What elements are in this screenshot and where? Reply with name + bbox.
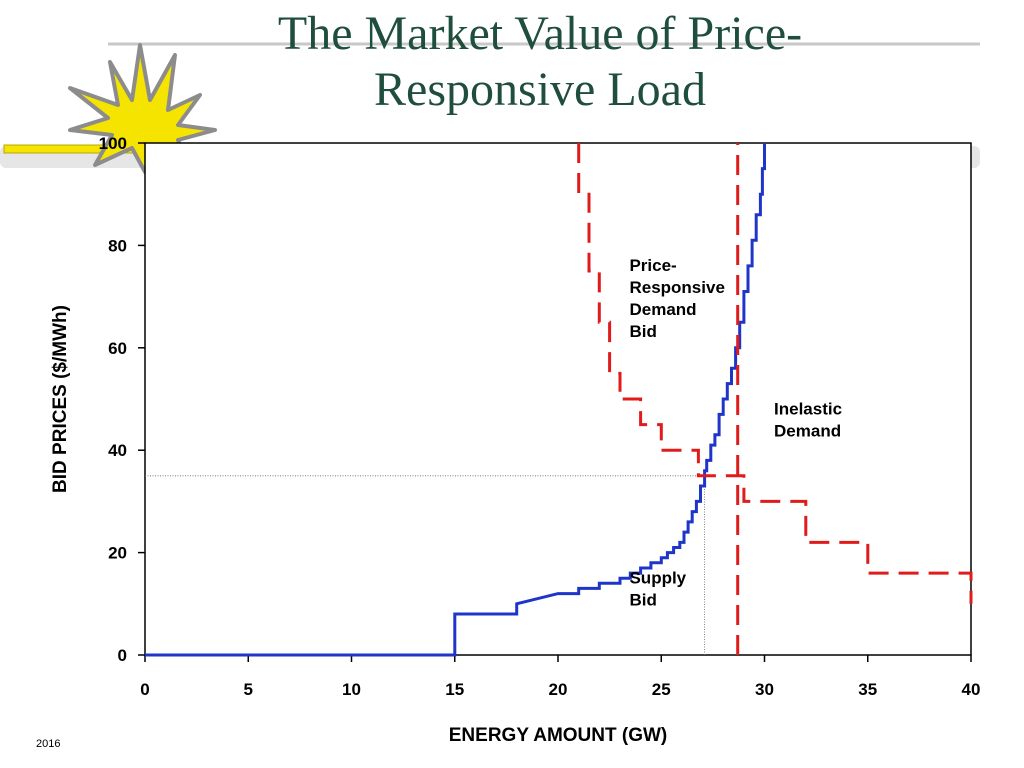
y-tick-label: 60 xyxy=(108,339,127,358)
annotation-line: Supply xyxy=(629,568,686,587)
annotation-line: Bid xyxy=(629,590,656,609)
slide-title-line1: The Market Value of Price- xyxy=(277,7,803,60)
series-line-price-responsive-demand xyxy=(577,143,973,604)
annotations: Price- Responsive Demand Bid Inelastic Demand… xyxy=(629,256,842,609)
reference-lines xyxy=(145,475,706,655)
x-tick-label: 40 xyxy=(962,680,981,699)
annotation-line: Responsive xyxy=(629,278,724,297)
x-tick-label: 30 xyxy=(755,680,774,699)
footer-year: 2016 xyxy=(36,738,61,750)
slide-title: The Market Value of Price- Responsive Lo… xyxy=(140,6,940,118)
y-tick-label: 40 xyxy=(108,441,127,460)
series-line-supply xyxy=(145,143,766,657)
y-axis-label: BID PRICES ($/MWh) xyxy=(50,305,71,493)
x-tick-label: 15 xyxy=(445,680,464,699)
slide-title-line2: Responsive Load xyxy=(374,63,706,116)
x-tick-label: 10 xyxy=(342,680,361,699)
x-tick-label: 35 xyxy=(858,680,877,699)
y-tick-label: 100 xyxy=(99,134,127,153)
annotation-line: Demand xyxy=(629,300,696,319)
annotation-price-responsive: Price- Responsive Demand Bid xyxy=(629,256,724,341)
y-tick-label: 20 xyxy=(108,544,127,563)
x-tick-label: 25 xyxy=(652,680,671,699)
annotation-supply: Supply Bid xyxy=(629,568,686,609)
annotation-line: Inelastic xyxy=(774,399,842,418)
y-tick-label: 80 xyxy=(108,236,127,255)
x-axis-label: ENERGY AMOUNT (GW) xyxy=(449,725,668,746)
annotation-inelastic: Inelastic Demand xyxy=(774,399,842,440)
series-layer xyxy=(145,143,973,657)
x-tick-label: 0 xyxy=(140,680,149,699)
annotation-line: Demand xyxy=(774,421,841,440)
x-tick-label: 20 xyxy=(549,680,568,699)
plot-area xyxy=(144,142,972,656)
y-axis: 0 20 40 60 80 100 xyxy=(99,134,145,665)
annotation-line: Price- xyxy=(629,256,676,275)
y-tick-label: 0 xyxy=(118,646,127,665)
x-tick-label: 5 xyxy=(244,680,253,699)
annotation-line: Bid xyxy=(629,322,656,341)
x-axis: 0 5 10 15 20 25 30 35 40 xyxy=(140,655,980,699)
